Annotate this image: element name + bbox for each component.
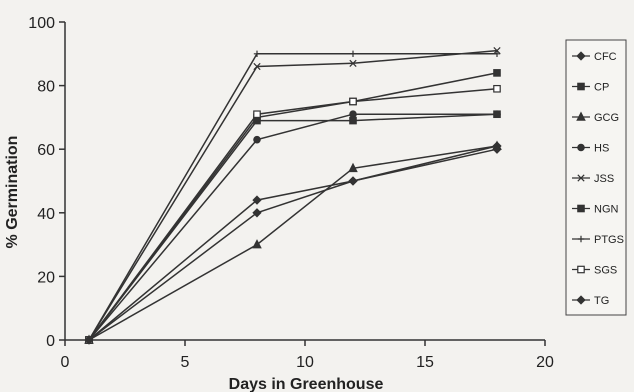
y-tick-label: 20 (37, 269, 55, 286)
y-tick-label: 100 (28, 15, 55, 32)
legend-label: CFC (594, 51, 617, 63)
series-ngn (85, 69, 501, 344)
data-point (253, 50, 261, 57)
legend-label: CP (594, 82, 609, 94)
data-point (349, 110, 357, 119)
data-point (493, 84, 501, 93)
data-point (349, 59, 357, 67)
series-line (88, 145, 498, 341)
legend-label: TG (594, 295, 609, 307)
y-ticks: 0 20 40 60 80 100 (28, 15, 65, 350)
legend-entry-gcg: GCG (572, 111, 619, 124)
legend-entry-ngn: NGN (572, 204, 619, 216)
data-point (252, 239, 262, 249)
y-tick-label: 0 (46, 333, 55, 350)
data-point (348, 162, 358, 173)
data-point (253, 135, 261, 144)
legend-marker (577, 235, 585, 243)
data-point (349, 97, 357, 106)
series-line (88, 53, 497, 341)
x-ticks: 0 5 10 15 20 (61, 340, 554, 371)
series-cp (85, 110, 501, 344)
legend-marker (576, 111, 586, 121)
data-point (349, 116, 357, 125)
data-point (493, 50, 501, 57)
legend-marker (577, 143, 585, 152)
data-point (84, 335, 94, 345)
series-sgs (85, 84, 501, 344)
legend-marker (576, 51, 586, 61)
legend-marker (577, 204, 585, 213)
data-point (252, 208, 262, 218)
series-line (88, 113, 497, 341)
legend-entry-ptgs: PTGS (572, 234, 624, 246)
x-axis-label: Days in Greenhouse (229, 376, 384, 392)
legend-entry-hs: HS (572, 143, 609, 155)
data-point (253, 62, 261, 71)
y-tick-label: 60 (37, 142, 55, 159)
legend-entry-cp: CP (572, 82, 609, 94)
legend-marker (577, 82, 585, 91)
legend-label: GCG (594, 112, 619, 124)
legend-marker (577, 174, 585, 182)
data-point (348, 176, 358, 186)
series-jss (85, 46, 501, 344)
legend-entry-sgs: SGS (572, 265, 617, 277)
x-tick-label: 20 (536, 354, 554, 371)
series-line (88, 145, 498, 341)
data-point (252, 195, 262, 205)
data-point (493, 69, 501, 77)
axes (64, 22, 545, 341)
series-cfc (84, 141, 502, 345)
series-tg (84, 144, 502, 345)
x-tick-label: 5 (181, 354, 190, 371)
series-line (88, 72, 498, 341)
y-tick-label: 80 (37, 79, 55, 96)
legend-label: JSS (594, 173, 614, 185)
x-tick-label: 0 (61, 354, 70, 371)
legend-marker (576, 295, 586, 305)
y-tick-label: 40 (37, 206, 55, 223)
series-line (88, 49, 498, 341)
legend: CFC CP GCG HS JSS NGN PTGS SGS TG (565, 39, 627, 316)
legend-label: SGS (594, 265, 617, 277)
data-point (349, 50, 357, 57)
series-group (84, 46, 502, 345)
data-point (253, 110, 261, 119)
series-gcg (84, 140, 502, 344)
x-tick-label: 10 (296, 354, 314, 371)
legend-label: NGN (594, 204, 619, 216)
data-point (492, 144, 502, 154)
legend-marker (577, 265, 585, 274)
series-hs (85, 110, 501, 344)
legend-entry-tg: TG (572, 295, 609, 307)
series-line (88, 113, 498, 341)
series-line (88, 148, 498, 341)
legend-entry-cfc: CFC (572, 51, 617, 63)
series-line (88, 88, 498, 341)
x-tick-label: 15 (416, 354, 434, 371)
data-point (493, 110, 501, 119)
legend-label: HS (594, 143, 609, 155)
legend-entry-jss: JSS (572, 173, 614, 185)
y-axis-label: % Germination (4, 136, 21, 249)
legend-label: PTGS (594, 234, 624, 246)
